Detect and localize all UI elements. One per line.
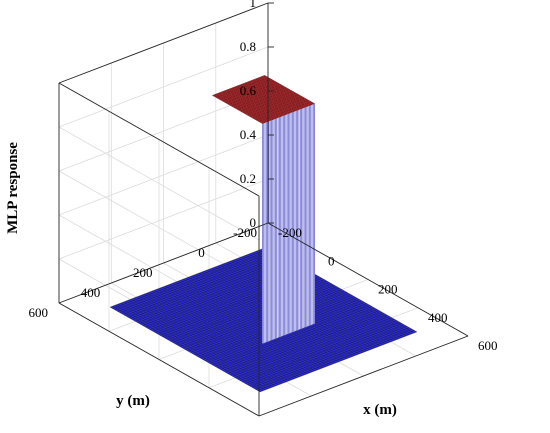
mesh-line xyxy=(224,90,275,120)
mesh-line xyxy=(172,282,323,369)
mesh-line xyxy=(242,83,293,113)
mesh-line xyxy=(144,293,295,380)
mesh-line xyxy=(141,294,292,381)
axis-edge xyxy=(58,82,260,197)
axis-edge xyxy=(58,2,269,84)
z-tick-label: 0 xyxy=(250,215,257,230)
mesh-line xyxy=(261,76,313,105)
mesh-line xyxy=(254,79,305,108)
mesh-line xyxy=(230,88,281,117)
mesh-line xyxy=(247,81,298,111)
mesh-line xyxy=(225,90,276,119)
mesh-line xyxy=(229,88,280,118)
mesh-line xyxy=(159,287,310,374)
axis-edge xyxy=(267,222,469,337)
mesh-line xyxy=(258,77,309,107)
mesh-line xyxy=(222,91,273,120)
mesh-line xyxy=(243,83,294,112)
axis-edge xyxy=(58,302,260,417)
mesh-line xyxy=(264,75,315,104)
surface-mesh xyxy=(110,75,417,393)
mesh-line xyxy=(157,288,308,375)
mesh-line xyxy=(244,82,296,112)
mesh-line xyxy=(246,82,297,111)
mesh-line xyxy=(125,300,276,387)
mesh-line xyxy=(162,286,313,373)
mesh-line xyxy=(130,298,282,385)
mesh-line xyxy=(212,95,263,124)
mesh-line xyxy=(251,80,302,109)
mesh-line xyxy=(183,278,334,365)
mesh-line xyxy=(220,92,271,121)
z-tick-label: 0.2 xyxy=(240,171,256,186)
mesh-line xyxy=(117,303,269,390)
x-tick-label: 0 xyxy=(328,253,335,268)
mesh-line xyxy=(110,306,261,393)
mesh-line xyxy=(239,84,290,114)
mesh-line xyxy=(214,94,266,123)
axis-edge xyxy=(58,222,269,304)
mesh-line xyxy=(221,91,272,121)
mesh-line xyxy=(260,76,311,106)
y-axis-label: y (m) xyxy=(116,393,150,409)
mesh-line xyxy=(263,75,314,105)
mesh-line xyxy=(175,281,326,368)
mesh-line xyxy=(250,80,301,110)
mesh-line xyxy=(138,295,289,382)
mesh-line xyxy=(146,292,297,379)
y-tick-label: 200 xyxy=(133,265,153,280)
mesh-line xyxy=(164,285,316,372)
mesh-line xyxy=(123,301,274,388)
mesh-line xyxy=(185,277,336,364)
mesh-line xyxy=(241,84,292,113)
mesh-line xyxy=(151,290,302,377)
mesh-line xyxy=(237,85,288,115)
mesh-line xyxy=(218,92,269,122)
mesh-line xyxy=(120,302,271,389)
x-tick-label: 200 xyxy=(378,282,398,297)
mesh-line xyxy=(170,283,321,370)
mesh-line xyxy=(112,305,263,392)
mesh-line xyxy=(213,94,264,124)
mesh-line xyxy=(238,85,289,114)
y-tick-label: -200 xyxy=(233,225,257,240)
x-axis-label: x (m) xyxy=(363,402,397,418)
mesh-line xyxy=(235,86,286,115)
mesh-line xyxy=(217,93,268,122)
mesh-line xyxy=(248,81,299,110)
mesh-line xyxy=(216,93,267,123)
x-tick-label: 600 xyxy=(478,338,498,353)
z-tick-label: 0.4 xyxy=(240,127,257,142)
z-tick-label: 1 xyxy=(250,0,257,10)
z-axis-label: MLP response xyxy=(5,142,21,234)
mesh-line xyxy=(255,78,306,108)
mesh-line xyxy=(231,87,283,117)
axes-frame xyxy=(58,2,469,417)
mesh-line xyxy=(154,289,305,376)
mesh-line xyxy=(128,299,279,386)
mesh-line xyxy=(136,296,287,383)
x-tick-label: -200 xyxy=(278,225,302,240)
mesh-line xyxy=(252,79,303,109)
axis-edge xyxy=(258,335,469,417)
z-tick-label: 0.6 xyxy=(240,83,257,98)
mesh-line xyxy=(234,86,285,116)
z-tick-label: 0.8 xyxy=(240,39,256,54)
y-tick-label: 400 xyxy=(81,285,101,300)
mesh-line xyxy=(233,87,284,116)
mesh-line xyxy=(178,280,329,367)
mesh-line xyxy=(180,279,331,366)
mesh-line xyxy=(115,304,266,391)
y-tick-label: 0 xyxy=(198,245,205,260)
mesh-line xyxy=(167,284,318,371)
x-tick-label: 400 xyxy=(428,310,448,325)
mesh-line xyxy=(228,89,279,118)
mesh-line xyxy=(149,291,300,378)
mesh-line xyxy=(256,78,307,107)
tick-labels: 00.20.40.60.81-2000200400600-20002004006… xyxy=(29,0,498,353)
y-tick-label: 600 xyxy=(29,305,49,320)
